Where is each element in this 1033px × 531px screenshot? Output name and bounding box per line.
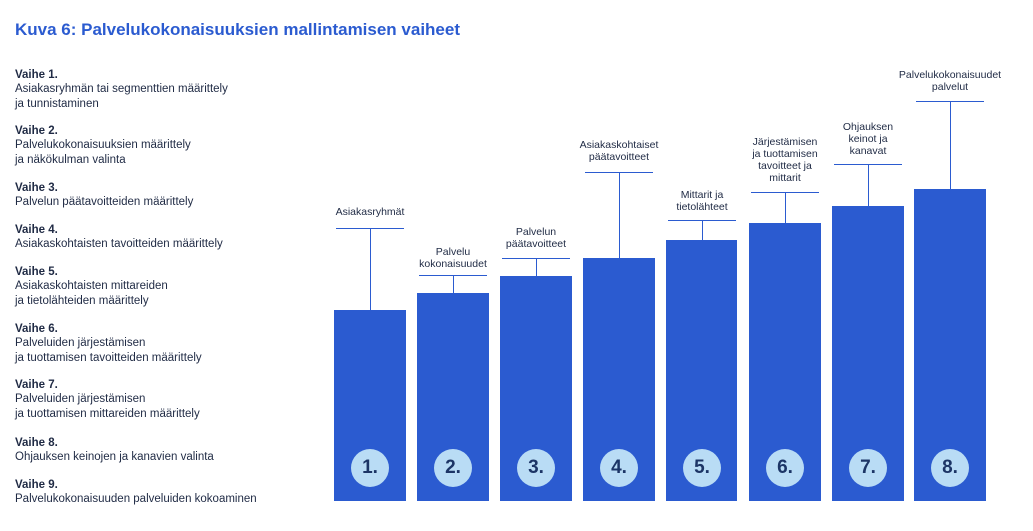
stage-label-rule xyxy=(834,164,902,165)
stage-number-badge: 5. xyxy=(683,449,721,487)
stage-number-badge: 2. xyxy=(434,449,472,487)
step-item: Vaihe 1. Asiakasryhmän tai segmenttien m… xyxy=(15,68,315,111)
step-item: Vaihe 7. Palveluiden järjestämisen ja tu… xyxy=(15,378,315,421)
step-label: Vaihe 7. xyxy=(15,379,58,391)
stage-label-rule xyxy=(916,101,984,102)
stage-label: Palvelukokonaisuudet palvelut xyxy=(898,69,1002,93)
stage-label: Ohjauksen keinot ja kanavat xyxy=(842,121,894,157)
stage-number-badge: 4. xyxy=(600,449,638,487)
step-label: Vaihe 9. xyxy=(15,479,58,491)
step-item: Vaihe 3. Palvelun päätavoitteiden määrit… xyxy=(15,181,315,210)
step-text: Asiakasryhmän tai segmenttien määrittely… xyxy=(15,83,228,110)
stage-label-rule xyxy=(751,192,819,193)
step-text: Palveluiden järjestämisen ja tuottamisen… xyxy=(15,337,202,364)
stage-connector xyxy=(619,172,620,258)
stage-connector xyxy=(785,192,786,223)
step-item: Vaihe 9. Palvelukokonaisuuden palveluide… xyxy=(15,478,315,507)
step-text: Asiakaskohtaisten mittareiden ja tietolä… xyxy=(15,280,168,307)
step-item: Vaihe 5. Asiakaskohtaisten mittareiden j… xyxy=(15,265,315,308)
stage-label: Asiakasryhmät xyxy=(335,206,405,218)
stage-connector xyxy=(536,258,537,276)
step-text: Asiakaskohtaisten tavoitteiden määrittel… xyxy=(15,238,223,251)
stage-number-badge: 8. xyxy=(931,449,969,487)
stage-connector xyxy=(453,275,454,293)
step-label: Vaihe 5. xyxy=(15,266,58,278)
stage-number-badge: 6. xyxy=(766,449,804,487)
step-label: Vaihe 6. xyxy=(15,323,58,335)
stage-number-badge: 1. xyxy=(351,449,389,487)
step-item: Vaihe 4. Asiakaskohtaisten tavoitteiden … xyxy=(15,223,315,252)
step-item: Vaihe 8. Ohjauksen keinojen ja kanavien … xyxy=(15,436,315,465)
stage-connector xyxy=(950,101,951,189)
stage-number-badge: 7. xyxy=(849,449,887,487)
stage-label: Palvelun päätavoitteet xyxy=(505,226,567,250)
stage-label-rule xyxy=(419,275,487,276)
stage-label: Palvelu kokonaisuudet xyxy=(419,246,487,270)
stage-label-rule xyxy=(502,258,570,259)
stage-label-rule xyxy=(585,172,653,173)
stage-connector xyxy=(702,220,703,240)
stage-connector xyxy=(370,228,371,310)
step-label: Vaihe 4. xyxy=(15,224,58,236)
stage-label-rule xyxy=(668,220,736,221)
step-label: Vaihe 1. xyxy=(15,69,58,81)
step-text: Palveluiden järjestämisen ja tuottamisen… xyxy=(15,393,200,420)
stage-label: Järjestämisen ja tuottamisen tavoitteet … xyxy=(752,136,818,184)
stage-connector xyxy=(868,164,869,206)
step-item: Vaihe 6. Palveluiden järjestämisen ja tu… xyxy=(15,322,315,365)
step-text: Palvelukokonaisuuden palveluiden kokoami… xyxy=(15,493,257,506)
stage-label: Asiakaskohtaiset päätavoitteet xyxy=(579,139,659,163)
stage-number-badge: 3. xyxy=(517,449,555,487)
step-label: Vaihe 3. xyxy=(15,182,58,194)
figure-title: Kuva 6: Palvelukokonaisuuksien mallintam… xyxy=(15,20,461,39)
step-text: Ohjauksen keinojen ja kanavien valinta xyxy=(15,451,214,464)
step-item: Vaihe 2. Palvelukokonaisuuksien määritte… xyxy=(15,124,315,167)
step-label: Vaihe 8. xyxy=(15,437,58,449)
step-text: Palvelun päätavoitteiden määrittely xyxy=(15,196,194,209)
stage-label: Mittarit ja tietolähteet xyxy=(676,189,728,213)
stage-label-rule xyxy=(336,228,404,229)
step-label: Vaihe 2. xyxy=(15,125,58,137)
step-text: Palvelukokonaisuuksien määrittely ja näk… xyxy=(15,139,191,166)
